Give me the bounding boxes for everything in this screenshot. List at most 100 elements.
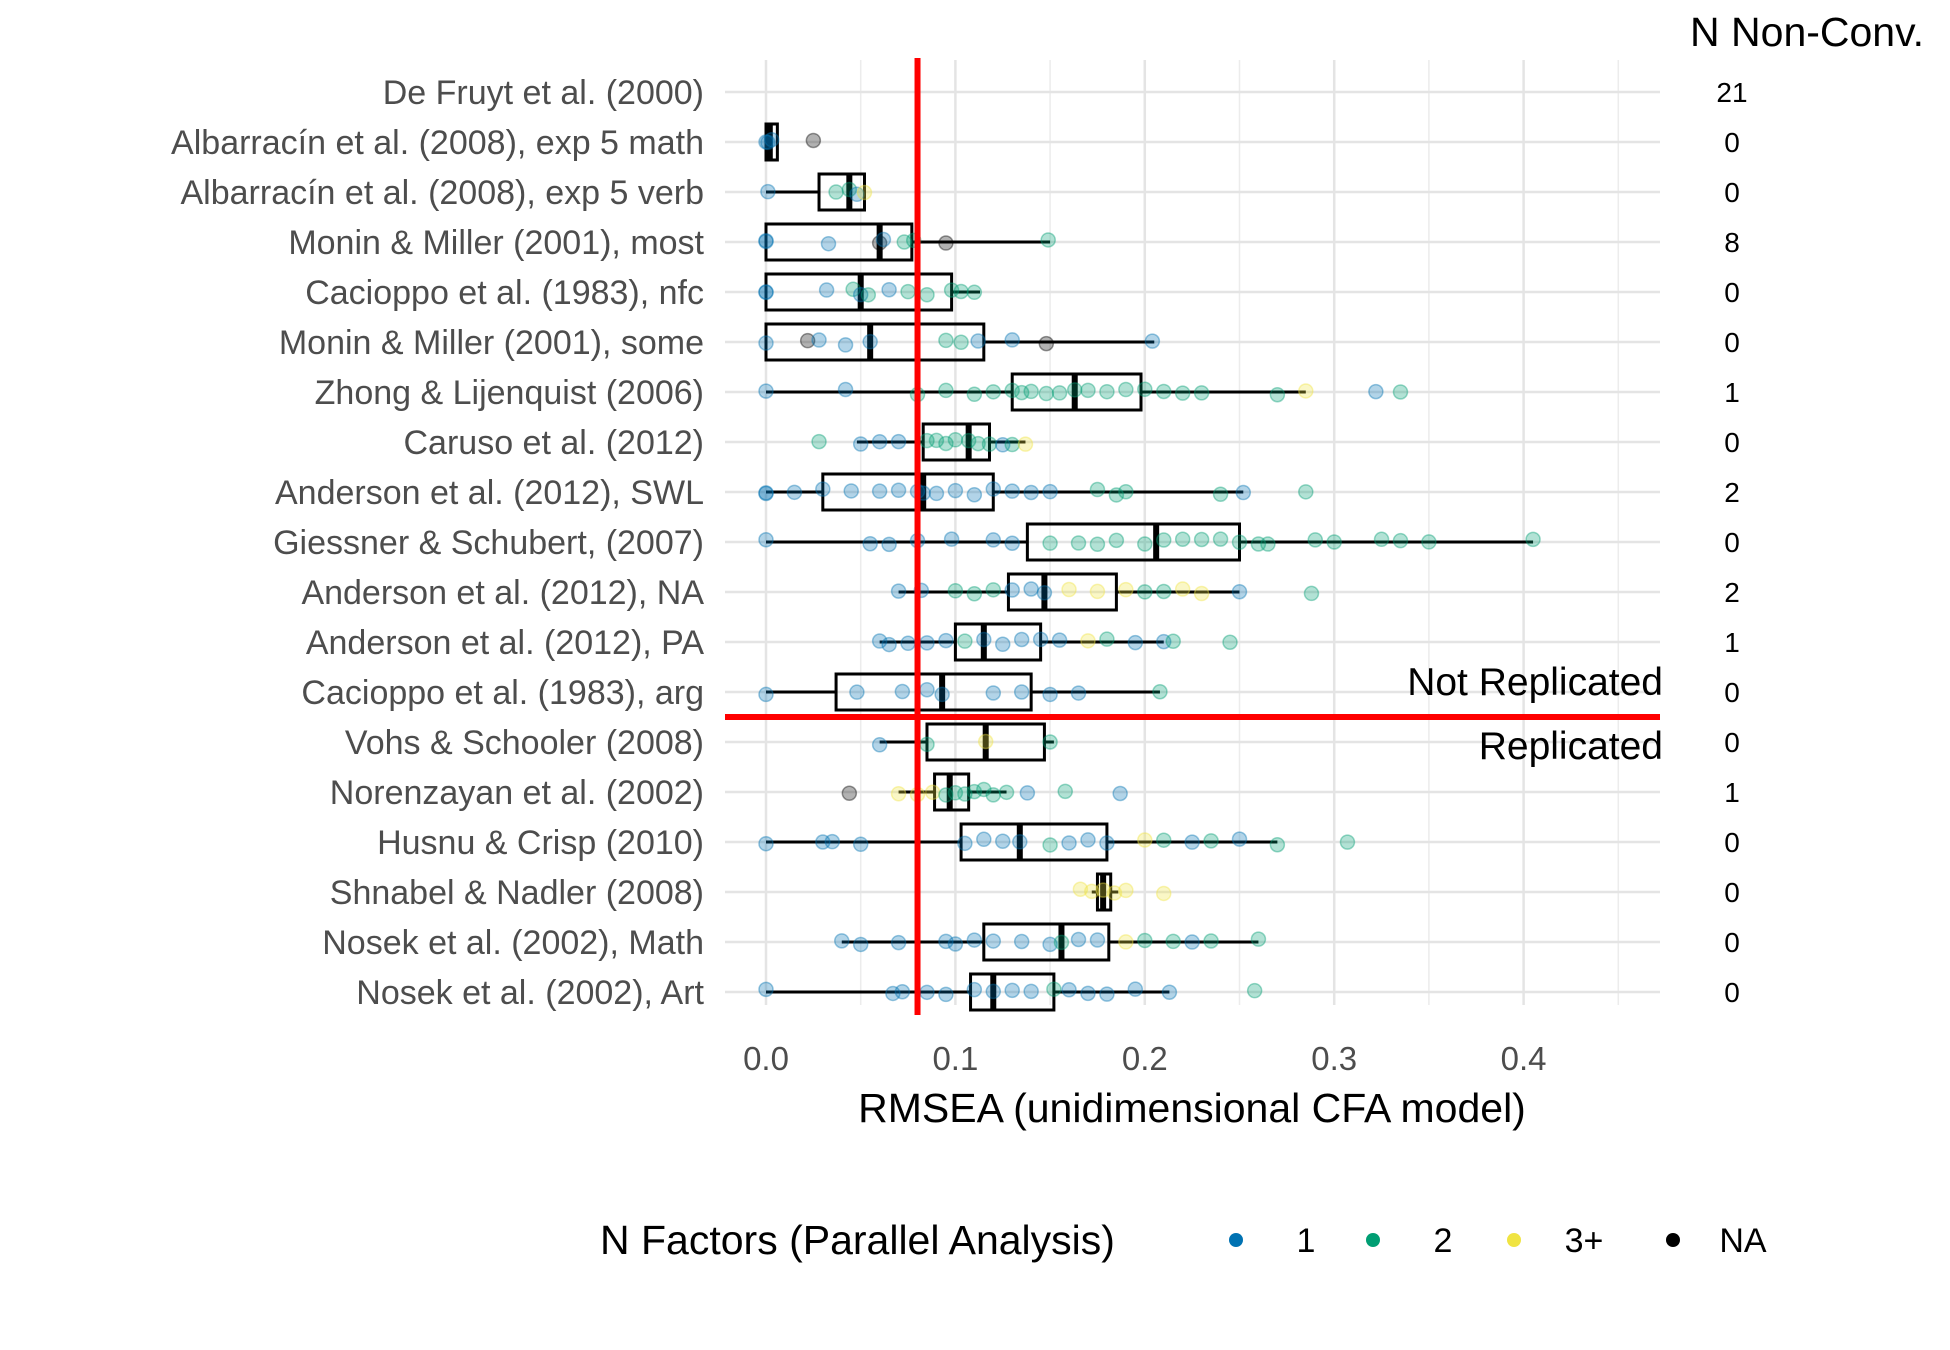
data-point [1193,585,1210,602]
data-point [1023,484,1039,501]
data-point [1013,384,1030,401]
data-point [815,834,831,850]
data-point [871,633,888,649]
data-point [995,437,1011,453]
data-point [1004,436,1020,453]
data-point [881,536,897,553]
data-point [862,536,878,552]
box [834,672,1033,712]
data-point [1161,984,1178,1000]
study-label: Anderson et al. (2012), NA [301,574,704,612]
data-point [938,382,954,399]
data-point [852,436,869,452]
data-point [1040,232,1056,248]
data-point [1373,531,1390,548]
data-point [1222,634,1238,650]
data-point [1066,382,1083,398]
data-point [1013,631,1030,648]
data-point [1118,381,1134,398]
data-point [919,984,935,1001]
data-point [811,332,827,348]
data-point [1165,633,1181,650]
study-label: Monin & Miller (2001), most [288,224,704,262]
data-point [1080,832,1096,848]
data-point [1095,882,1111,898]
nonconv-count: 2 [1724,477,1740,508]
data-point [1118,483,1134,500]
data-point [1212,531,1229,547]
data-point [896,234,913,250]
legend-key-dot [1666,1233,1680,1247]
box [969,972,1056,1012]
nonconv-count: 0 [1724,427,1740,458]
data-point [934,686,950,703]
x-tick-label: 0.4 [1501,1040,1547,1077]
replicated-label: Replicated [1479,725,1663,768]
data-point [849,186,865,203]
data-point [890,785,907,802]
data-point [758,835,774,852]
data-point [985,481,1002,497]
data-point [1368,383,1384,400]
data-point [1165,933,1181,950]
data-point [1019,785,1036,801]
box [764,222,914,262]
data-point [1106,885,1123,901]
data-point [881,281,897,298]
data-point [947,432,964,448]
data-point [837,381,854,398]
data-point [919,286,935,303]
nonconv-count: 0 [1724,177,1740,208]
data-point [1174,531,1191,547]
nonconv-count: 1 [1724,377,1740,408]
data-point [862,333,878,350]
data-point [947,785,964,801]
data-point [760,134,776,151]
data-point [1193,385,1210,401]
data-point [760,183,776,200]
data-point [1184,934,1200,950]
data-point [947,583,964,599]
data-point [938,632,954,649]
data-point [815,481,831,497]
legend-key-label: 2 [1434,1222,1453,1260]
data-point [1137,832,1153,848]
data-point [919,736,935,753]
data-point [1070,685,1087,701]
data-point [1036,584,1053,601]
data-point [960,432,977,449]
data-point [1061,982,1077,998]
data-point [1061,835,1077,851]
data-point [894,683,911,700]
data-point [1137,536,1153,552]
data-point [1144,333,1161,349]
data-point [1004,483,1020,499]
data-point [1193,531,1210,548]
data-point [928,432,945,449]
data-point [1250,931,1267,947]
nonconv-count: 0 [1724,677,1740,708]
data-point [947,936,964,952]
data-point [1525,531,1541,548]
data-point [1042,936,1058,953]
data-point [938,933,954,950]
data-point [1084,883,1100,900]
data-point [1298,383,1314,399]
data-point [758,485,774,502]
data-point [943,531,960,547]
data-point [1023,581,1039,597]
data-point [1392,384,1409,400]
data-point [1023,983,1039,1000]
data-point [900,283,916,300]
data-point [970,435,986,452]
nonconv-count: 21 [1716,77,1747,108]
nonconv-count: 0 [1724,527,1740,558]
data-point [1013,933,1030,950]
nonconv-count: 1 [1724,627,1740,658]
nonconv-count: 0 [1724,877,1740,908]
data-point [1070,535,1087,551]
box [821,472,995,512]
data-point [947,482,964,499]
data-point [871,737,888,753]
data-point [1392,532,1409,549]
